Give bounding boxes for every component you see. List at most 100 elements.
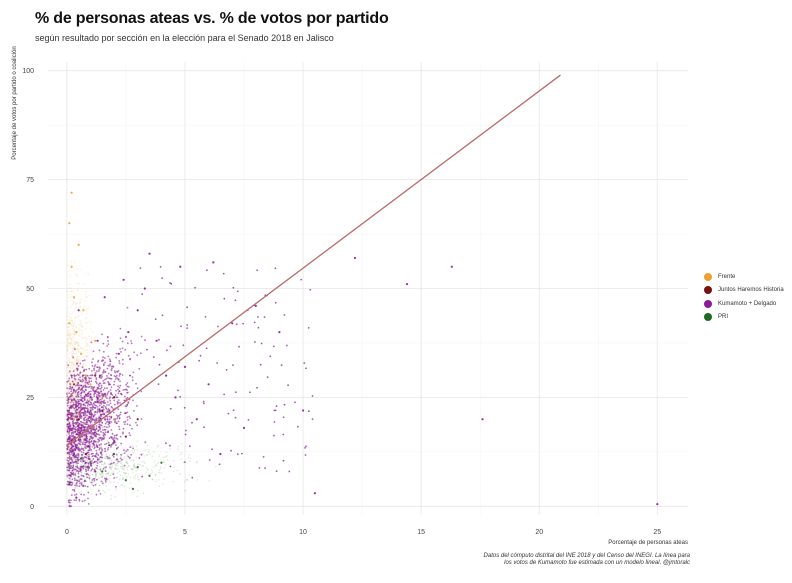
legend-label-pri: PRI xyxy=(718,314,729,321)
kumamoto-point xyxy=(169,465,172,468)
kumamoto-point xyxy=(102,404,105,407)
kumamoto-point xyxy=(95,427,98,430)
kumamoto-point xyxy=(99,382,102,385)
pri-point xyxy=(77,488,79,490)
kumamoto-point xyxy=(82,467,85,470)
kumamoto-point xyxy=(83,391,86,394)
frente-point xyxy=(72,300,75,303)
kumamoto-point xyxy=(101,449,104,452)
kumamoto-point xyxy=(126,306,129,309)
kumamoto-point xyxy=(130,453,133,456)
pri-point xyxy=(90,493,93,495)
kumamoto-point xyxy=(75,418,78,421)
pri-point xyxy=(137,468,139,471)
kumamoto-point xyxy=(89,403,92,406)
pri-point xyxy=(122,476,124,479)
kumamoto-point xyxy=(129,434,132,437)
pri-point xyxy=(100,474,103,477)
pri-point xyxy=(121,463,124,466)
kumamoto-point xyxy=(119,402,121,404)
kumamoto-point xyxy=(84,385,87,387)
pri-point xyxy=(97,456,100,459)
kumamoto-point xyxy=(311,395,314,397)
juntos-point xyxy=(98,402,100,405)
kumamoto-point xyxy=(119,384,122,387)
frente-point xyxy=(85,308,88,310)
kumamoto-point xyxy=(74,406,77,409)
kumamoto-point xyxy=(83,377,86,379)
pri-point xyxy=(136,489,139,492)
kumamoto-point xyxy=(260,342,263,345)
pri-point xyxy=(101,476,104,478)
pri-point xyxy=(159,467,162,470)
kumamoto-point xyxy=(85,368,88,371)
kumamoto-point xyxy=(88,367,91,370)
kumamoto-point xyxy=(117,388,119,391)
sample-point xyxy=(117,352,120,355)
sample-point xyxy=(84,374,87,377)
frente-point xyxy=(73,333,76,336)
kumamoto-point xyxy=(126,411,129,414)
pri-point xyxy=(84,460,87,462)
juntos-point xyxy=(95,431,98,433)
pri-point xyxy=(91,483,94,485)
kumamoto-point xyxy=(123,452,126,454)
pri-point xyxy=(123,467,125,470)
kumamoto-point xyxy=(76,433,79,436)
pri-point xyxy=(132,451,135,454)
kumamoto-point xyxy=(82,400,84,403)
kumamoto-point xyxy=(73,375,76,378)
pri-point xyxy=(114,464,116,466)
kumamoto-point xyxy=(88,453,90,456)
kumamoto-point xyxy=(101,482,104,485)
kumamoto-point xyxy=(106,345,109,347)
frente-point xyxy=(66,349,69,352)
kumamoto-point xyxy=(68,499,71,501)
pri-point xyxy=(108,463,110,465)
kumamoto-point xyxy=(95,405,98,407)
pri-point xyxy=(132,471,134,474)
frente-point xyxy=(66,390,69,393)
pri-point xyxy=(114,467,116,470)
pri-point xyxy=(129,482,132,484)
kumamoto-point xyxy=(102,429,104,431)
sample-point xyxy=(207,383,210,386)
pri-point xyxy=(120,462,122,465)
frente-point xyxy=(79,359,82,362)
kumamoto-point xyxy=(79,392,82,395)
frente-point xyxy=(92,339,94,341)
kumamoto-point xyxy=(98,399,101,402)
kumamoto-point xyxy=(75,433,77,436)
kumamoto-point xyxy=(114,394,117,396)
kumamoto-point xyxy=(97,441,99,443)
kumamoto-point xyxy=(234,391,237,394)
frente-point xyxy=(70,403,72,406)
frente-point xyxy=(78,355,80,358)
kumamoto-point xyxy=(106,397,108,399)
kumamoto-point xyxy=(79,414,82,417)
kumamoto-point xyxy=(78,467,80,470)
frente-point xyxy=(75,274,78,276)
kumamoto-point xyxy=(90,390,92,392)
frente-point xyxy=(79,268,81,271)
kumamoto-point xyxy=(81,453,83,456)
chart-subtitle: según resultado por sección en la elecci… xyxy=(35,33,334,43)
caption-line-2: los votos de Kumamoto fue estimada con u… xyxy=(504,560,690,566)
kumamoto-point xyxy=(96,366,99,369)
kumamoto-point xyxy=(104,447,106,450)
sample-point xyxy=(219,452,222,456)
frente-point xyxy=(68,420,70,422)
sample-point xyxy=(113,418,116,421)
pri-point xyxy=(125,472,127,474)
kumamoto-point xyxy=(112,461,115,464)
pri-point xyxy=(108,465,111,468)
kumamoto-point xyxy=(117,370,120,372)
kumamoto-point xyxy=(118,428,121,431)
kumamoto-point xyxy=(77,425,79,428)
sample-point xyxy=(179,265,182,268)
pri-point xyxy=(116,462,119,465)
frente-point xyxy=(66,361,68,363)
kumamoto-point xyxy=(82,426,85,429)
kumamoto-point xyxy=(90,370,93,372)
kumamoto-point xyxy=(94,364,97,366)
